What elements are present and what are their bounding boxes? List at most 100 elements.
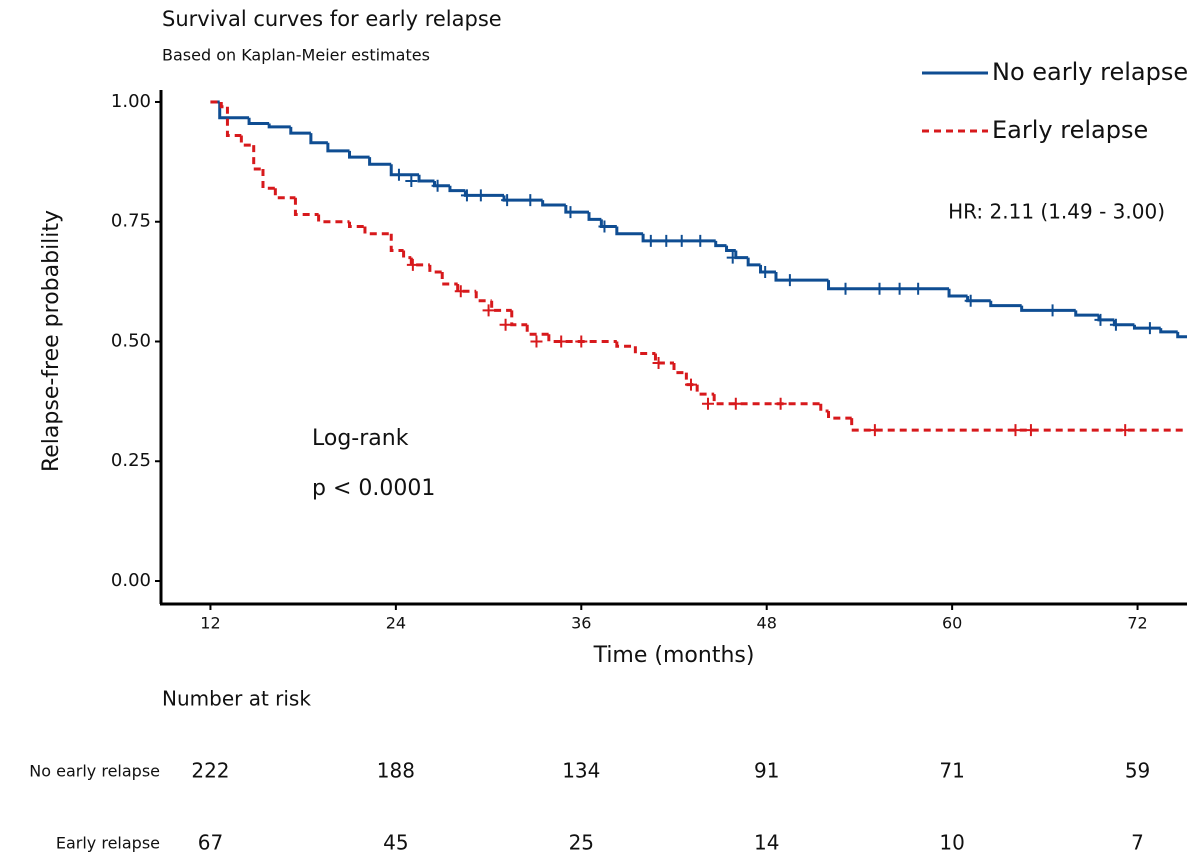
step-segment [695, 384, 715, 396]
censor-mark [482, 304, 495, 317]
censor-mark [575, 335, 588, 348]
step-segment [641, 233, 716, 243]
x-tick-label: 36 [571, 614, 591, 633]
step-segment [218, 101, 250, 120]
step-segment [672, 363, 687, 375]
step-segment [456, 284, 477, 293]
risk-row-label: No early relapse [29, 762, 160, 781]
censor-mark [1119, 424, 1132, 437]
x-tick-label: 72 [1127, 614, 1147, 633]
step-segment [348, 221, 365, 229]
censor-mark [1143, 322, 1156, 335]
censor-mark [868, 424, 881, 437]
censor-mark [701, 397, 714, 410]
step-segment [725, 245, 736, 252]
step-segment [440, 272, 458, 286]
y-tick-label: 0.25 [111, 450, 151, 471]
step-segment [615, 226, 644, 236]
step-segment [734, 250, 749, 260]
step-segment [827, 410, 852, 420]
y-tick-label: 0.00 [111, 570, 151, 591]
censor-mark [684, 378, 697, 391]
censor-mark [660, 234, 673, 247]
censor-mark [460, 189, 473, 202]
annotation: p < 0.0001 [312, 476, 435, 501]
x-tick-label: 60 [942, 614, 962, 633]
censor-mark [524, 194, 537, 207]
risk-count: 45 [383, 831, 408, 855]
step-segment [267, 123, 291, 129]
step-segment [326, 142, 350, 153]
step-segment [428, 264, 443, 274]
censor-mark [873, 282, 886, 295]
censor-mark [598, 220, 611, 233]
y-tick-label: 0.50 [111, 330, 151, 351]
step-segment [653, 353, 674, 365]
censor-mark [759, 266, 772, 279]
censor-mark [726, 251, 739, 264]
step-segment [587, 212, 602, 221]
legend-label: No early relapse [992, 58, 1188, 86]
step-segment [247, 117, 270, 126]
step-segment [774, 272, 829, 282]
step-segment [547, 334, 617, 343]
censor-mark [839, 282, 852, 295]
annotation: Log-rank [312, 426, 409, 451]
step-segment [389, 233, 404, 252]
censor-mark [964, 294, 977, 307]
step-segment [273, 188, 296, 200]
annotation: HR: 2.11 (1.49 - 3.00) [948, 200, 1165, 224]
censor-mark [912, 282, 925, 295]
step-segment [261, 169, 276, 190]
risk-count: 14 [754, 831, 779, 855]
censor-mark [564, 206, 577, 219]
risk-count: 91 [754, 759, 779, 783]
x-tick-label: 48 [757, 614, 777, 633]
censor-mark [1046, 304, 1059, 317]
step-segment [525, 324, 549, 336]
x-axis-label: Time (months) [593, 643, 755, 668]
step-segment [819, 403, 829, 413]
censor-mark [729, 397, 742, 410]
step-segment [225, 106, 242, 138]
step-segment [684, 372, 698, 387]
x-tick-label: 24 [386, 614, 406, 633]
step-segment [1159, 328, 1178, 334]
step-segment [714, 240, 727, 248]
censor-mark [774, 397, 787, 410]
censor-mark [501, 194, 514, 207]
step-segment [239, 135, 254, 147]
risk-count: 7 [1131, 831, 1144, 855]
censor-mark [454, 285, 467, 298]
step-segment [219, 101, 228, 109]
censor-mark [406, 258, 419, 271]
step-segment [363, 226, 392, 236]
censor-mark [652, 357, 665, 370]
risk-count: 10 [939, 831, 964, 855]
risk-row-label: Early relapse [56, 834, 160, 853]
censor-mark [644, 234, 657, 247]
risk-count: 134 [562, 759, 600, 783]
risk-count: 25 [569, 831, 594, 855]
step-segment [389, 164, 420, 177]
x-tick-label: 12 [200, 614, 220, 633]
step-segment [409, 257, 430, 267]
step-segment [989, 300, 1022, 308]
step-segment [947, 288, 968, 298]
step-segment [417, 174, 435, 183]
step-segment [474, 291, 492, 303]
censor-mark [530, 335, 543, 348]
risk-count: 59 [1125, 759, 1150, 783]
chart-title: Survival curves for early relapse [162, 7, 502, 31]
y-tick-label: 0.75 [111, 211, 151, 232]
step-segment [309, 133, 328, 145]
risk-count: 67 [198, 831, 223, 855]
risk-count: 222 [191, 759, 229, 783]
step-segment [510, 310, 528, 327]
step-segment [317, 214, 350, 224]
step-segment [759, 264, 776, 274]
step-segment [850, 418, 1187, 432]
step-segment [293, 197, 319, 217]
